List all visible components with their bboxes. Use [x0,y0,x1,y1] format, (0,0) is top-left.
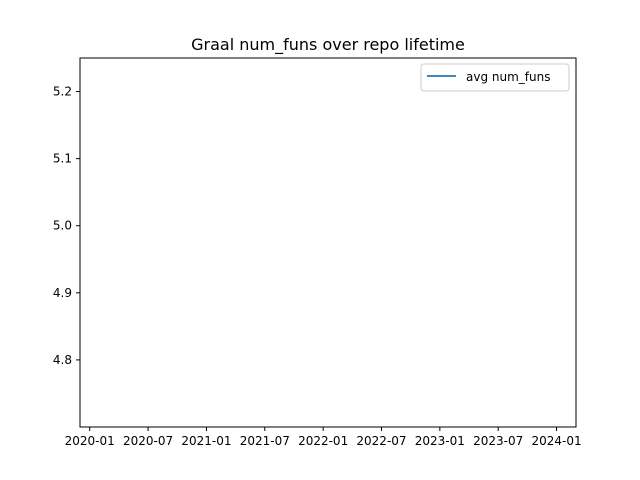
y-tick-label: 4.9 [53,286,72,300]
y-tick-label: 5.2 [53,85,72,99]
legend: avg num_funs [420,63,570,92]
y-tick-label: 5.0 [53,219,72,233]
y-axis: 4.8 4.9 5.0 5.1 5.2 [53,85,80,367]
plot-area-frame [79,57,577,428]
x-tick-label: 2021-07 [240,434,290,448]
x-axis: 2020-01 2020-07 2021-01 2021-07 2022-01 2022-… [65,427,582,448]
legend-box [420,63,570,92]
x-tick-label: 2024-01 [531,434,581,448]
y-tick-label: 5.1 [53,152,72,166]
x-tick-label: 2022-07 [356,434,406,448]
x-tick-label: 2023-07 [473,434,523,448]
x-tick-label: 2020-01 [65,434,115,448]
x-tick-label: 2020-07 [123,434,173,448]
x-tick-label: 2023-01 [415,434,465,448]
x-tick-label: 2021-01 [181,434,231,448]
x-tick-label: 2022-01 [298,434,348,448]
legend-label: avg num_funs [466,70,550,84]
y-tick-label: 4.8 [53,353,72,367]
chart-title: Graal num_funs over repo lifetime [191,35,465,55]
